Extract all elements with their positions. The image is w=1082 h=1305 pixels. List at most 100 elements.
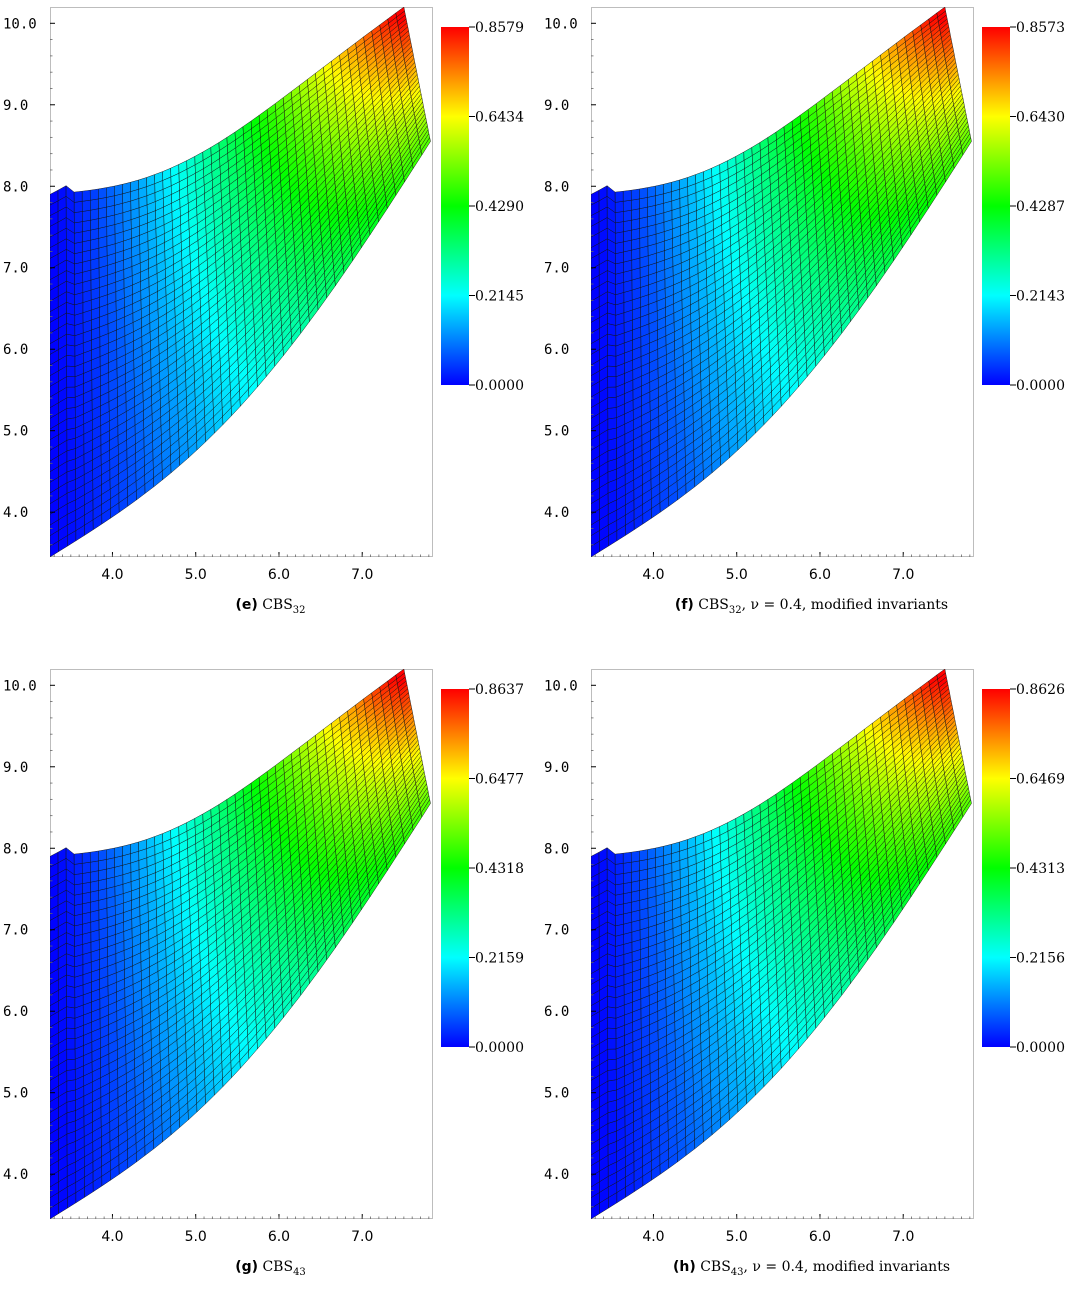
x-tick-label: 6.0 [809, 1229, 831, 1245]
x-tick-label: 6.0 [809, 567, 831, 583]
y-tick-label: 5.0 [544, 1086, 569, 1102]
colorbar-tick-label: 0.2145 [475, 289, 524, 305]
caption-h: (h) CBS43, ν = 0.4, modified invariants [541, 1259, 1082, 1278]
colorbar-tick-label: 0.4313 [1016, 861, 1065, 877]
x-tick-label: 5.0 [185, 1229, 207, 1245]
colorbar-tick-label: 0.6430 [1016, 110, 1065, 126]
y-tick-label: 10.0 [3, 16, 37, 32]
colorbar-tick-label: 0.8573 [1016, 20, 1065, 36]
colorbar-tick-label: 0.2159 [475, 951, 524, 967]
caption-sub: 32 [729, 605, 742, 616]
colorbar: 0.8579 0.6434 0.4290 0.2145 0.0000 [441, 20, 524, 394]
caption-tag: (g) [235, 1259, 258, 1275]
x-tick-label: 5.0 [726, 567, 748, 583]
colorbar: 0.8626 0.6469 0.4313 0.2156 0.0000 [982, 682, 1065, 1056]
y-axis: 10.0 9.0 8.0 7.0 6.0 5.0 4.0 [3, 16, 55, 544]
colorbar-tick-label: 0.6469 [1016, 772, 1065, 788]
colorbar-tick-label: 0.0000 [1016, 378, 1065, 394]
x-tick-label: 6.0 [268, 567, 290, 583]
colorbar-tick-label: 0.2156 [1016, 951, 1065, 967]
y-tick-label: 8.0 [3, 841, 28, 857]
colorbar-gradient [441, 689, 469, 1047]
y-tick-label: 4.0 [544, 1167, 569, 1183]
y-tick-label: 10.0 [3, 678, 37, 694]
caption-base: CBS [700, 1259, 731, 1275]
y-axis: 10.0 9.0 8.0 7.0 6.0 5.0 4.0 [544, 678, 596, 1206]
caption-rest: , ν = 0.4, modified invariants [742, 597, 948, 613]
caption-base: CBS [262, 1259, 293, 1275]
colorbar-gradient [441, 27, 469, 385]
caption-sub: 43 [731, 1267, 744, 1278]
chart-e: 10.0 9.0 8.0 7.0 6.0 5.0 4.0 4.0 5.0 6.0 7.0 0.8579… [0, 0, 541, 600]
y-tick-label: 10.0 [544, 678, 578, 694]
x-tick-label: 6.0 [268, 1229, 290, 1245]
colorbar: 0.8637 0.6477 0.4318 0.2159 0.0000 [441, 682, 524, 1056]
y-tick-label: 10.0 [544, 16, 578, 32]
y-tick-label: 4.0 [3, 505, 28, 521]
colorbar-tick-label: 0.4318 [475, 861, 524, 877]
y-tick-label: 9.0 [544, 760, 569, 776]
y-axis: 10.0 9.0 8.0 7.0 6.0 5.0 4.0 [3, 678, 55, 1206]
colorbar-tick-label: 0.6477 [475, 772, 524, 788]
colorbar-gradient [982, 689, 1010, 1047]
y-axis: 10.0 9.0 8.0 7.0 6.0 5.0 4.0 [544, 16, 596, 544]
colorbar-tick-label: 0.8637 [475, 682, 524, 698]
colorbar-gradient [982, 27, 1010, 385]
caption-base: CBS [698, 597, 729, 613]
colorbar-tick-label: 0.0000 [475, 378, 524, 394]
caption-e: (e) CBS32 [0, 597, 541, 616]
y-tick-label: 4.0 [544, 505, 569, 521]
chart-panel-g: 10.0 9.0 8.0 7.0 6.0 5.0 4.0 4.0 5.0 6.0 7.0 0.8637… [0, 662, 541, 1305]
x-tick-label: 4.0 [642, 567, 664, 583]
y-tick-label: 6.0 [544, 1004, 569, 1020]
y-tick-label: 5.0 [3, 1086, 28, 1102]
colorbar-tick-label: 0.8626 [1016, 682, 1065, 698]
chart-g: 10.0 9.0 8.0 7.0 6.0 5.0 4.0 4.0 5.0 6.0 7.0 0.8637… [0, 662, 541, 1262]
colorbar-tick-label: 0.0000 [475, 1040, 524, 1056]
caption-f: (f) CBS32, ν = 0.4, modified invariants [541, 597, 1082, 616]
y-tick-label: 4.0 [3, 1167, 28, 1183]
x-tick-label: 5.0 [726, 1229, 748, 1245]
y-tick-label: 9.0 [3, 760, 28, 776]
x-tick-label: 4.0 [642, 1229, 664, 1245]
y-tick-label: 8.0 [544, 179, 569, 195]
chart-panel-e: 10.0 9.0 8.0 7.0 6.0 5.0 4.0 4.0 5.0 6.0 7.0 0.8579… [0, 0, 541, 643]
colorbar-tick-label: 0.4290 [475, 199, 524, 215]
caption-sub: 43 [293, 1267, 306, 1278]
x-tick-label: 7.0 [351, 567, 373, 583]
x-tick-label: 4.0 [101, 1229, 123, 1245]
y-tick-label: 9.0 [3, 98, 28, 114]
caption-g: (g) CBS43 [0, 1259, 541, 1278]
x-tick-label: 7.0 [892, 1229, 914, 1245]
y-tick-label: 6.0 [3, 1004, 28, 1020]
x-tick-label: 7.0 [892, 567, 914, 583]
x-tick-label: 4.0 [101, 567, 123, 583]
y-tick-label: 6.0 [3, 342, 28, 358]
y-tick-label: 5.0 [3, 424, 28, 440]
caption-sub: 32 [293, 605, 306, 616]
colorbar-tick-label: 0.8579 [475, 20, 524, 36]
y-tick-label: 7.0 [544, 261, 569, 277]
chart-f: 10.0 9.0 8.0 7.0 6.0 5.0 4.0 4.0 5.0 6.0 7.0 0.8573… [541, 0, 1082, 600]
caption-tag: (f) [675, 597, 694, 613]
caption-rest: , ν = 0.4, modified invariants [744, 1259, 950, 1275]
chart-h: 10.0 9.0 8.0 7.0 6.0 5.0 4.0 4.0 5.0 6.0 7.0 0.8626… [541, 662, 1082, 1262]
y-tick-label: 8.0 [544, 841, 569, 857]
chart-panel-h: 10.0 9.0 8.0 7.0 6.0 5.0 4.0 4.0 5.0 6.0 7.0 0.8626… [541, 662, 1082, 1305]
colorbar-tick-label: 0.0000 [1016, 1040, 1065, 1056]
caption-base: CBS [262, 597, 293, 613]
y-tick-label: 5.0 [544, 424, 569, 440]
y-tick-label: 7.0 [3, 923, 28, 939]
y-tick-label: 6.0 [544, 342, 569, 358]
caption-tag: (h) [673, 1259, 696, 1275]
y-tick-label: 7.0 [544, 923, 569, 939]
x-tick-label: 5.0 [185, 567, 207, 583]
y-tick-label: 8.0 [3, 179, 28, 195]
caption-tag: (e) [235, 597, 257, 613]
x-tick-label: 7.0 [351, 1229, 373, 1245]
y-tick-label: 7.0 [3, 261, 28, 277]
colorbar-tick-label: 0.6434 [475, 110, 524, 126]
y-tick-label: 9.0 [544, 98, 569, 114]
colorbar-tick-label: 0.2143 [1016, 289, 1065, 305]
